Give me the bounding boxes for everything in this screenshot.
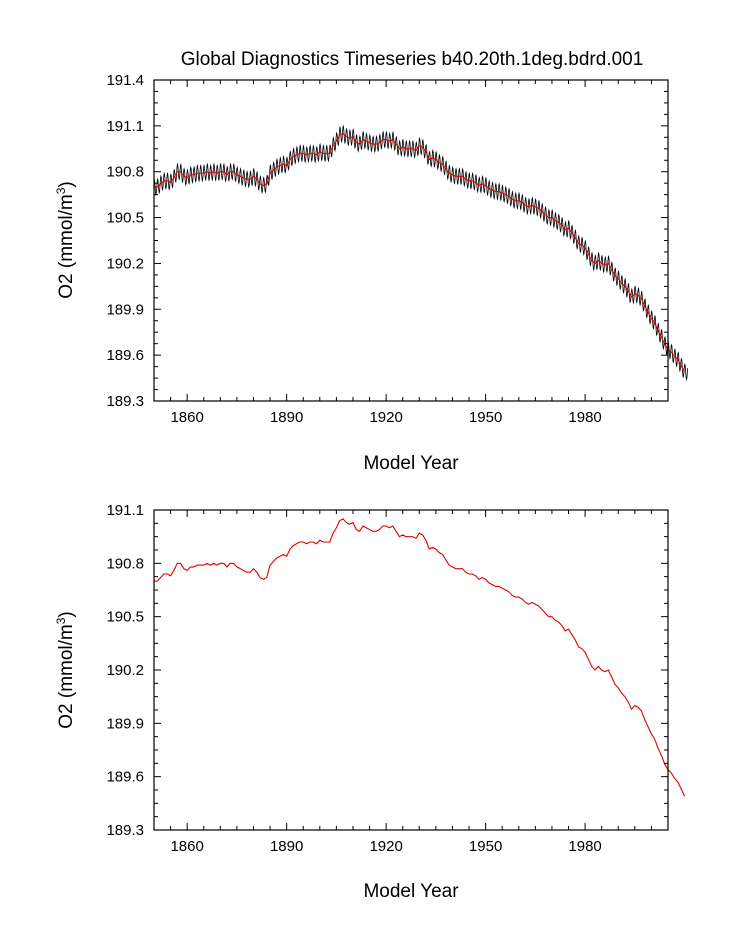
top-plot-area xyxy=(153,124,689,382)
top-y-axis-label: O2 (mmol/m3) xyxy=(54,181,77,299)
y-tick-label: 189.3 xyxy=(106,393,144,410)
top-ticks: 189.3 189.6 189.9 190.2 190.5 190.8 191.1 191.4… xyxy=(106,72,669,426)
x-tick-label: 1920 xyxy=(369,838,402,855)
x-tick-label: 1890 xyxy=(270,409,303,426)
bottom-plot-area xyxy=(154,518,686,797)
bottom-ticks: 189.3 189.6 189.9 190.2 190.5 190.8 191.1 1860 1… xyxy=(106,502,669,855)
bottom-y-axis-label-main: O2 (mmol/m xyxy=(56,624,77,729)
chart-title: Global Diagnostics Timeseries b40.20th.1… xyxy=(181,49,644,70)
y-tick-label: 190.5 xyxy=(106,210,144,227)
series-line-annual-mean xyxy=(154,518,686,797)
bottom-plot-frame xyxy=(153,509,669,831)
y-tick-label: 189.3 xyxy=(106,822,144,839)
y-tick-label: 189.9 xyxy=(106,301,144,318)
y-tick-label: 189.6 xyxy=(106,347,144,364)
x-tick-label: 1950 xyxy=(469,409,502,426)
x-tick-label: 1980 xyxy=(568,409,601,426)
y-tick-label: 191.1 xyxy=(106,502,144,519)
top-x-axis-label: Model Year xyxy=(363,453,459,474)
top-y-axis-label-close: ) xyxy=(56,181,77,187)
bottom-panel: 189.3 189.6 189.9 190.2 190.5 190.8 191.1 1860 1… xyxy=(54,502,686,902)
series-line-annual-mean xyxy=(154,132,686,373)
y-tick-label: 190.8 xyxy=(106,555,144,572)
bottom-x-axis-label: Model Year xyxy=(363,881,459,902)
series-line-monthly xyxy=(153,124,689,382)
x-tick-label: 1860 xyxy=(170,838,203,855)
top-plot-frame xyxy=(153,79,669,402)
y-tick-label: 191.1 xyxy=(106,118,144,135)
x-tick-label: 1950 xyxy=(469,838,502,855)
x-tick-label: 1980 xyxy=(568,838,601,855)
y-tick-label: 190.2 xyxy=(106,662,144,679)
top-y-axis-label-main: O2 (mmol/m xyxy=(56,194,77,299)
y-tick-label: 189.6 xyxy=(106,769,144,786)
bottom-y-axis-label-close: ) xyxy=(56,611,77,617)
y-tick-label: 189.9 xyxy=(106,715,144,732)
y-tick-label: 191.4 xyxy=(106,72,144,89)
bottom-y-axis-label: O2 (mmol/m3) xyxy=(54,611,77,729)
y-tick-label: 190.5 xyxy=(106,609,144,626)
x-tick-label: 1920 xyxy=(369,409,402,426)
x-tick-label: 1860 xyxy=(170,409,203,426)
top-y-axis-label-sup: 3 xyxy=(54,187,68,194)
bottom-y-axis-label-sup: 3 xyxy=(54,617,68,624)
top-panel: 189.3 189.6 189.9 190.2 190.5 190.8 191.1 191.4… xyxy=(54,72,689,474)
y-tick-label: 190.8 xyxy=(106,164,144,181)
y-tick-label: 190.2 xyxy=(106,255,144,272)
x-tick-label: 1890 xyxy=(270,838,303,855)
